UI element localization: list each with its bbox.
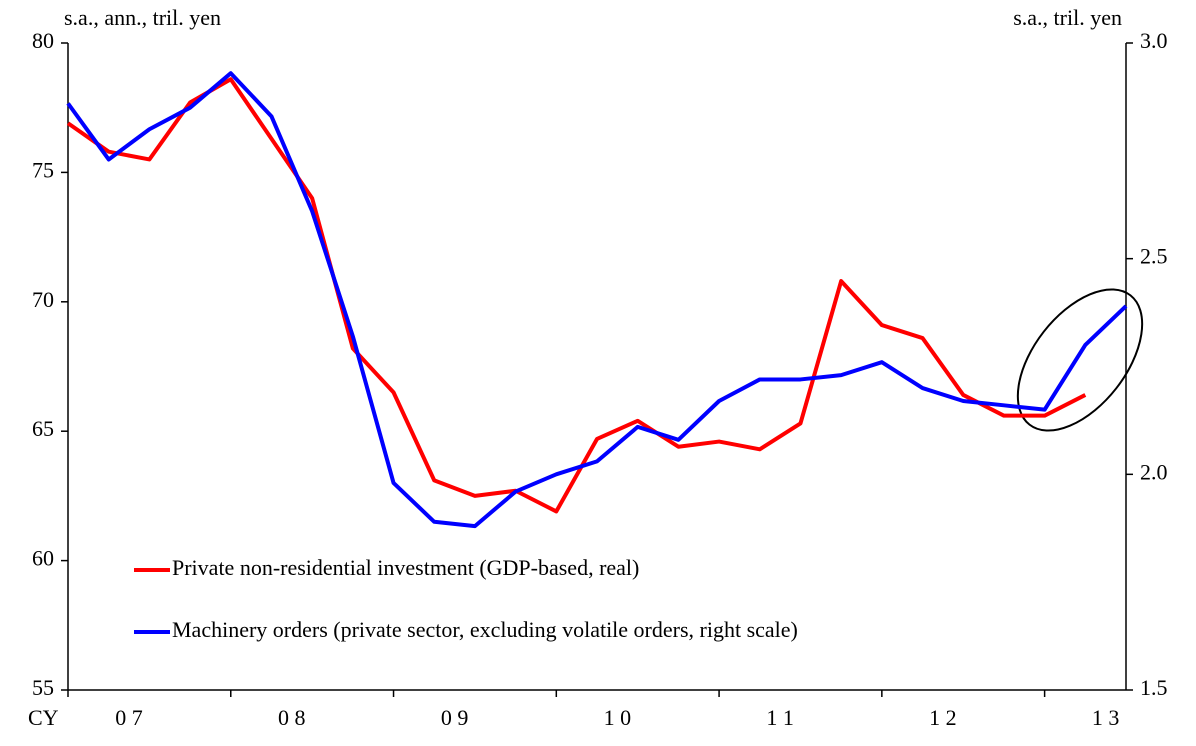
y-axis-title: s.a., ann., tril. yen [64, 5, 221, 30]
x-tick-label: 0 8 [278, 705, 306, 730]
y2-tick-label: 3.0 [1140, 28, 1168, 53]
y2-tick-label: 1.5 [1140, 675, 1168, 700]
y-tick-label: 55 [32, 675, 54, 700]
y2-tick-label: 2.5 [1140, 244, 1168, 269]
x-tick-label: 1 2 [929, 705, 957, 730]
x-tick-label: 0 7 [115, 705, 143, 730]
x-prefix: CY [28, 705, 59, 730]
highlight-ellipse [1016, 288, 1144, 432]
x-tick-label: 0 9 [441, 705, 469, 730]
legend-label: Machinery orders (private sector, exclud… [172, 617, 798, 642]
y2-tick-label: 2.0 [1140, 459, 1168, 484]
series-line [66, 71, 1128, 529]
series-line [66, 77, 1087, 514]
x-tick-label: 1 1 [766, 705, 794, 730]
y-tick-label: 80 [32, 28, 54, 53]
y-tick-label: 65 [32, 416, 54, 441]
y-tick-label: 75 [32, 157, 54, 182]
y2-axis-title: s.a., tril. yen [1013, 5, 1122, 30]
y-tick-label: 60 [32, 546, 54, 571]
x-tick-label: 1 0 [604, 705, 632, 730]
legend-label: Private non-residential investment (GDP-… [172, 555, 639, 580]
y-tick-label: 70 [32, 287, 54, 312]
x-tick-label: 1 3 [1092, 705, 1120, 730]
